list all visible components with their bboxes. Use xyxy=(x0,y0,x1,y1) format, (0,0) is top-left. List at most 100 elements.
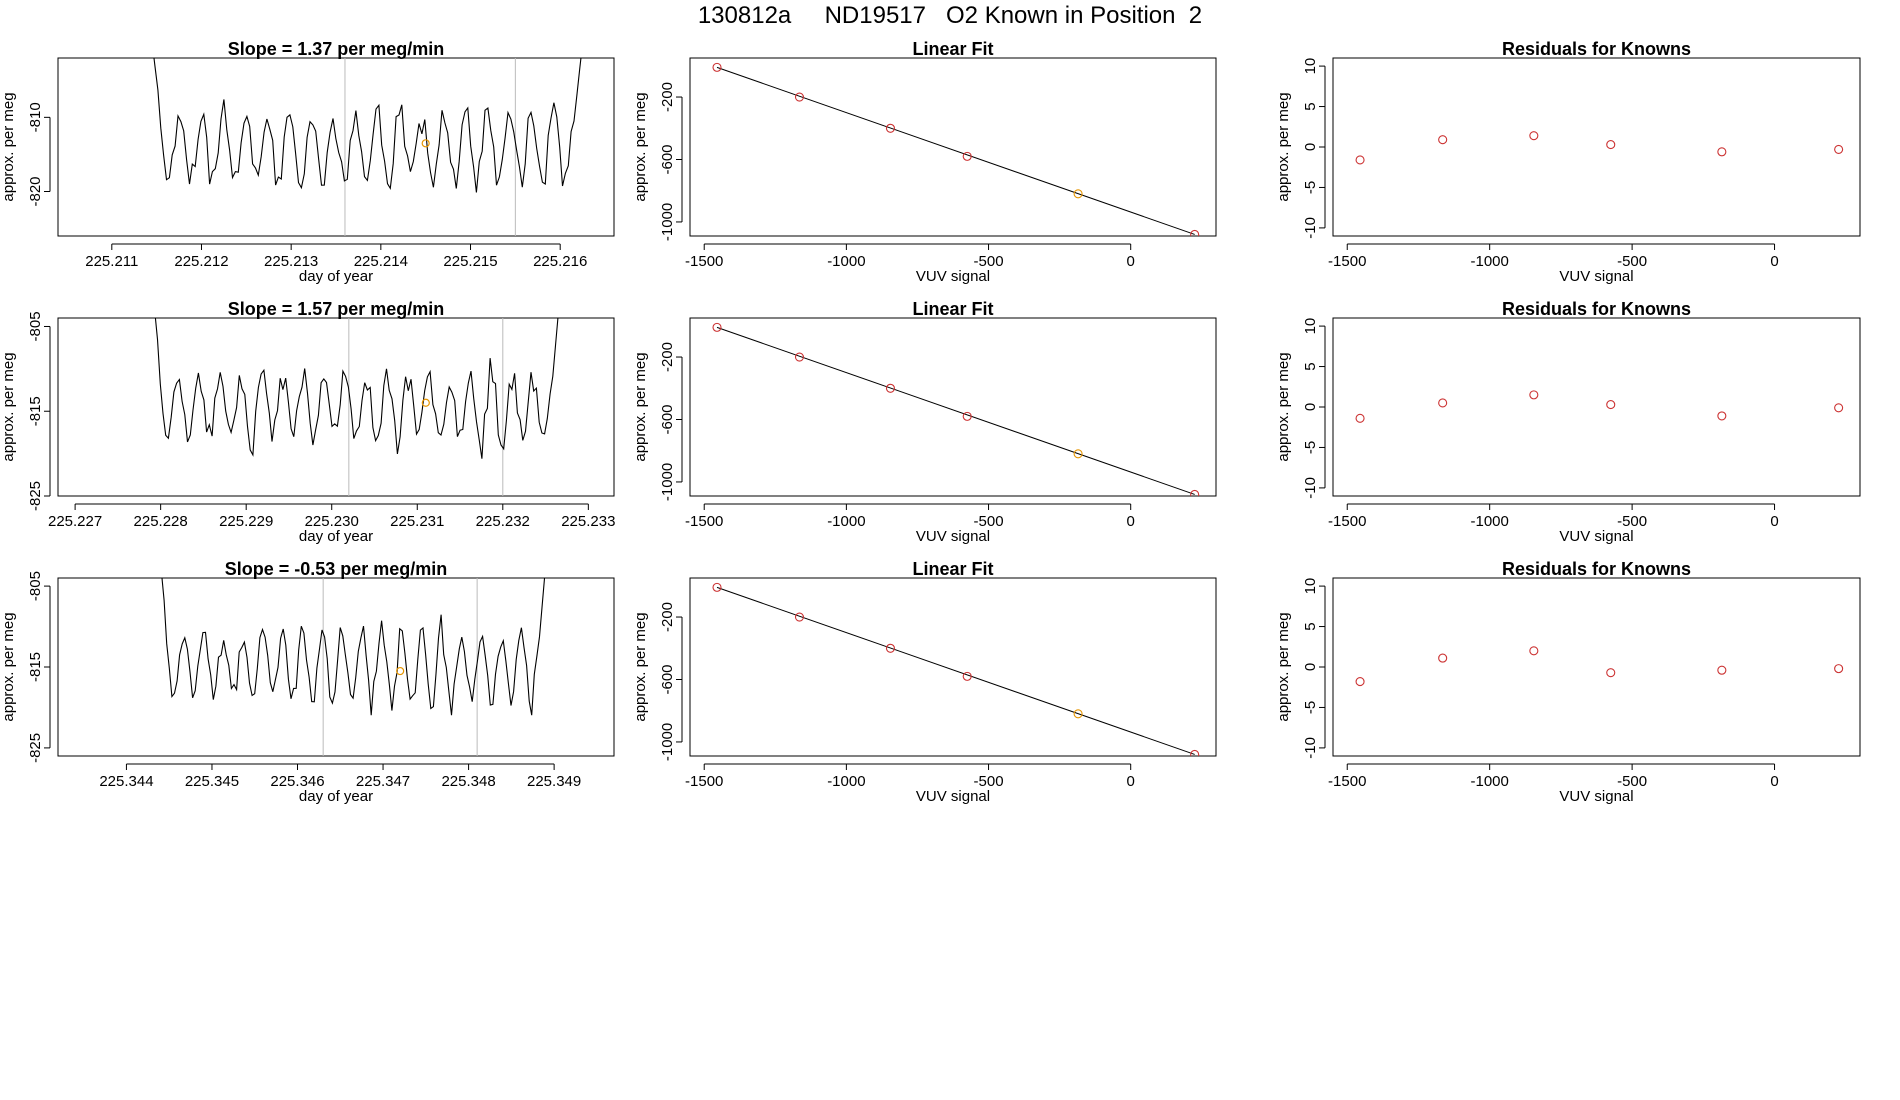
x-axis-label: VUV signal xyxy=(916,268,990,285)
data-point xyxy=(794,92,805,102)
x-tick-label: -500 xyxy=(974,773,1004,790)
x-axis-label: VUV signal xyxy=(916,788,990,805)
y-tick-label: -200 xyxy=(659,602,676,632)
x-tick-label: -1000 xyxy=(827,513,865,530)
y-tick-label: 0 xyxy=(1302,663,1319,671)
x-tick-label: -1000 xyxy=(1470,253,1508,270)
panel-title: Residuals for Knowns xyxy=(1502,559,1691,579)
data-point xyxy=(1073,449,1083,459)
y-tick-label: -815 xyxy=(27,396,44,426)
panel-row1-timeseries: Slope = 1.37 per meg/min 225.211 225.212 22… xyxy=(0,39,615,285)
plot-frame xyxy=(689,317,1217,497)
y-tick-label: -10 xyxy=(1302,737,1319,759)
data-point xyxy=(1606,140,1616,150)
x-axis-label: day of year xyxy=(299,788,373,805)
y-tick-label: 5 xyxy=(1302,102,1319,110)
x-tick-label: 225.212 xyxy=(174,253,228,270)
y-tick-label: -5 xyxy=(1302,441,1319,454)
data-point xyxy=(1834,664,1844,674)
y-tick-label: -1000 xyxy=(659,723,676,761)
x-tick-label: -500 xyxy=(1617,253,1647,270)
x-axis-label: VUV signal xyxy=(1559,528,1633,545)
data-point xyxy=(962,411,972,421)
y-tick-label: -10 xyxy=(1302,477,1319,499)
y-tick-label: -805 xyxy=(27,571,44,601)
x-tick-label: -1500 xyxy=(685,513,723,530)
x-tick-label: -1000 xyxy=(1470,773,1508,790)
plot-inner xyxy=(712,322,1200,496)
data-point xyxy=(1438,135,1448,145)
data-point xyxy=(962,151,972,161)
x-axis-label: day of year xyxy=(299,528,373,545)
x-tick-label: 0 xyxy=(1770,773,1778,790)
data-point xyxy=(1529,646,1539,656)
plot-inner xyxy=(154,318,559,496)
panel-row3-residuals: Residuals for Knowns -1500 -1000 -500 0 VUV s… xyxy=(1275,559,1861,805)
y-axis-label: approx. per meg xyxy=(0,612,17,721)
x-tick-label: 225.211 xyxy=(85,253,138,270)
plot-inner xyxy=(1355,131,1844,165)
x-tick-label: 225.346 xyxy=(270,773,324,790)
y-tick-label: -815 xyxy=(27,652,44,682)
y-tick-label: -805 xyxy=(27,311,44,341)
timeseries-line xyxy=(161,578,546,716)
x-tick-label: -1000 xyxy=(827,253,865,270)
y-tick-label: -825 xyxy=(27,481,44,511)
y-axis-label: approx. per meg xyxy=(632,92,649,201)
y-tick-label: -810 xyxy=(27,102,44,132)
panel-title: Linear Fit xyxy=(912,39,993,59)
data-point xyxy=(1073,709,1083,719)
plot-inner xyxy=(161,578,546,756)
data-point xyxy=(1834,144,1844,154)
y-tick-label: -600 xyxy=(659,664,676,694)
plot-frame xyxy=(689,57,1217,237)
plot-frame xyxy=(57,317,615,497)
y-tick-label: 10 xyxy=(1302,578,1319,595)
y-tick-label: -200 xyxy=(659,82,676,112)
y-axis-label: approx. per meg xyxy=(0,92,17,201)
data-point xyxy=(1606,400,1616,410)
panel-title: Linear Fit xyxy=(912,299,993,319)
x-tick-label: 225.214 xyxy=(354,253,408,270)
data-point xyxy=(712,62,722,72)
data-point xyxy=(1717,665,1727,675)
y-axis-label: approx. per meg xyxy=(1275,352,1292,461)
panel-title: Linear Fit xyxy=(912,559,993,579)
fit-line xyxy=(716,586,1195,755)
x-tick-label: 225.233 xyxy=(561,513,615,530)
highlight-point xyxy=(421,139,430,148)
x-tick-label: 0 xyxy=(1127,773,1135,790)
x-tick-label: -1500 xyxy=(1328,773,1366,790)
x-tick-label: -1000 xyxy=(827,773,865,790)
x-tick-label: 225.345 xyxy=(185,773,239,790)
y-axis-label: approx. per meg xyxy=(1275,92,1292,201)
x-tick-label: 225.216 xyxy=(533,253,587,270)
data-point xyxy=(1529,390,1539,400)
data-point xyxy=(1438,398,1448,408)
x-tick-label: -500 xyxy=(1617,513,1647,530)
data-point xyxy=(712,582,722,592)
x-tick-label: 225.232 xyxy=(476,513,530,530)
plot-frame xyxy=(57,577,615,757)
fit-line xyxy=(716,66,1195,235)
y-axis-label: approx. per meg xyxy=(1275,612,1292,721)
y-tick-label: 5 xyxy=(1302,362,1319,370)
x-tick-label: 225.215 xyxy=(443,253,497,270)
panel-title: Slope = -0.53 per meg/min xyxy=(225,559,448,579)
y-tick-label: -1000 xyxy=(659,463,676,501)
x-tick-label: 0 xyxy=(1127,513,1135,530)
x-tick-label: -500 xyxy=(974,253,1004,270)
y-tick-label: -1000 xyxy=(659,203,676,241)
data-point xyxy=(712,322,722,332)
panel-row2-linearfit: Linear Fit -1500 -1000 -500 0 VUV signal -1000… xyxy=(632,299,1217,545)
y-axis-label: approx. per meg xyxy=(632,612,649,721)
x-tick-label: 225.228 xyxy=(134,513,188,530)
data-point xyxy=(1073,189,1083,199)
data-point xyxy=(885,123,895,133)
plot-inner xyxy=(712,582,1200,756)
data-point xyxy=(1717,411,1727,421)
plot-inner xyxy=(1355,646,1844,687)
timeseries-line xyxy=(153,58,582,193)
panel-title: Residuals for Knowns xyxy=(1502,299,1691,319)
x-tick-label: 225.227 xyxy=(48,513,102,530)
